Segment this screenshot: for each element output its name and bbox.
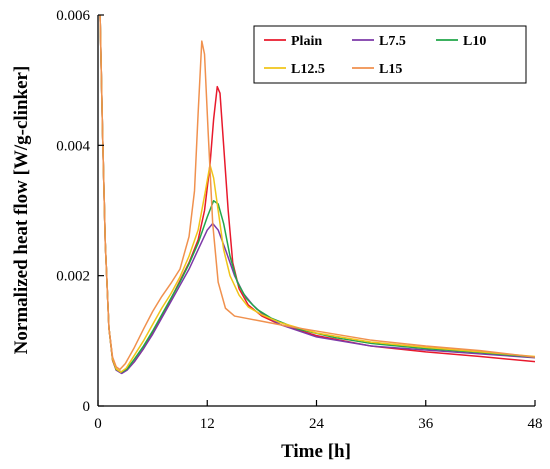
series-layer	[99, 15, 535, 375]
series-line-l15	[99, 15, 535, 371]
y-tick-label: 0	[83, 399, 91, 415]
legend-items: Plain L7.5 L10 L12.5 L15	[264, 34, 486, 77]
x-tick-label: 0	[94, 416, 102, 432]
y-tick-label: 0.002	[56, 269, 90, 285]
legend-item-plain: Plain	[264, 34, 322, 49]
legend-item-l10: L10	[436, 34, 486, 49]
plot-area: 0 12 24 36 48 0 0.002 0.004 0.006	[56, 8, 542, 432]
y-tick-label: 0.006	[56, 8, 90, 24]
y-axis-title: Normalized heat flow [W/g-clinker]	[11, 66, 32, 355]
x-tick-label: 36	[418, 416, 434, 432]
legend-item-l7-5: L7.5	[352, 34, 406, 49]
legend-label: L10	[463, 34, 486, 49]
legend-label: L12.5	[291, 62, 325, 77]
ticks-layer: 0 12 24 36 48 0 0.002 0.004 0.006	[56, 8, 542, 432]
legend-item-l15: L15	[352, 62, 402, 77]
legend-item-l12-5: L12.5	[264, 62, 325, 77]
legend-label: Plain	[291, 34, 322, 49]
legend-label: L15	[379, 62, 402, 77]
y-tick-label: 0.004	[56, 138, 90, 154]
x-tick-label: 48	[528, 416, 543, 432]
x-tick-label: 24	[309, 416, 325, 432]
legend: Plain L7.5 L10 L12.5 L15	[253, 25, 527, 84]
x-axis-title: Time [h]	[281, 441, 351, 462]
legend-box	[253, 25, 527, 84]
legend-label: L7.5	[379, 34, 406, 49]
x-tick-label: 12	[200, 416, 215, 432]
